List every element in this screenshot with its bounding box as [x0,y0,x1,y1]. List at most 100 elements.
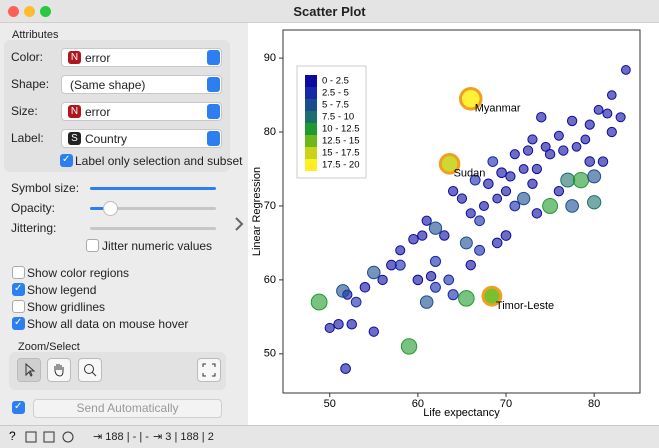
point [417,230,428,241]
legend-label: 0 - 2.5 [322,76,349,87]
point [540,141,551,152]
pan-tool[interactable] [47,358,71,382]
combo-box[interactable]: (Same shape) [61,75,222,94]
point [483,178,494,190]
close-button[interactable] [8,6,19,17]
section-title: Zoom/Select [18,341,80,353]
y-axis-title: Linear Regression [251,167,263,256]
legend-label: 17.5 - 20 [322,160,360,171]
legend-swatch [305,99,317,111]
point-label: Timor-Leste [496,300,554,312]
point [368,326,379,337]
point [458,86,483,111]
point [421,215,432,226]
point [544,148,556,160]
point [531,208,543,219]
legend-swatch [305,123,317,135]
point [310,293,328,311]
point [346,318,358,330]
legend-swatch [305,87,317,99]
combo-arrow [207,50,220,65]
point [542,197,559,214]
point [425,270,437,282]
select-tool[interactable] [17,358,41,382]
checkbox[interactable] [12,283,25,296]
point [565,199,579,213]
x-tick-label: 50 [324,398,336,410]
zoom-box [9,352,226,390]
slider[interactable] [90,207,216,210]
legend-label: 10 - 12.5 [322,124,360,135]
checkbox[interactable] [12,401,25,414]
zoom-button[interactable] [40,6,51,17]
x-axis-title: Life expectancy [423,407,500,419]
x-tick-label: 60 [412,398,424,410]
point [478,200,489,211]
point [438,153,461,175]
point [481,285,503,307]
type-badge: N [68,105,81,118]
point [428,221,443,235]
slider-knob[interactable] [103,201,118,216]
point [606,126,617,138]
point [500,186,512,197]
y-tick-label: 90 [264,52,276,64]
output-summary: 3 | 188 | 2 [165,431,214,443]
combo-arrow [207,77,220,92]
point [527,178,538,189]
slider-label: Symbol size: [11,181,80,195]
slider[interactable] [90,187,216,190]
send-button[interactable]: Send Automatically [33,399,222,418]
minimize-button[interactable] [24,6,35,17]
legend-label: 7.5 - 10 [322,112,354,123]
point [469,174,481,186]
combo-box[interactable]: S Country [61,129,222,148]
point [474,215,485,227]
point [606,90,617,100]
point [587,169,602,184]
point [553,185,565,197]
combo-value: error [85,51,111,65]
zoom-tool[interactable] [78,358,102,382]
x-tick-label: 80 [588,398,600,410]
checkbox[interactable] [12,300,25,313]
point [367,265,381,280]
point [587,195,602,210]
point [531,163,542,175]
point [458,290,475,307]
point [491,237,503,249]
point [400,338,418,355]
status-bar [0,425,659,448]
point [536,112,547,123]
checkbox-label: Jitter numeric values [102,239,213,253]
point [408,233,419,245]
checkbox[interactable] [12,266,25,279]
slider-label: Jittering: [11,221,57,235]
checkbox[interactable] [86,239,99,252]
combo-arrow [207,131,220,146]
point-label: Myanmar [475,103,521,115]
point [522,145,534,156]
legend-label: 2.5 - 5 [322,88,349,99]
point [359,281,371,293]
point [500,230,512,241]
checkbox[interactable] [60,154,73,167]
checkbox-label: Label only selection and subset [75,154,243,168]
point [518,164,529,174]
point [459,236,473,250]
combo-value: (Same shape) [70,78,146,92]
checkbox[interactable] [12,317,25,330]
point [465,259,476,271]
slider[interactable] [90,227,216,230]
point [571,141,582,152]
legend-swatch [305,135,317,147]
point [324,322,335,334]
reset-zoom[interactable] [197,358,221,382]
collapse-arrow[interactable] [232,214,246,234]
point [439,230,450,241]
x-tick-label: 70 [500,398,512,410]
